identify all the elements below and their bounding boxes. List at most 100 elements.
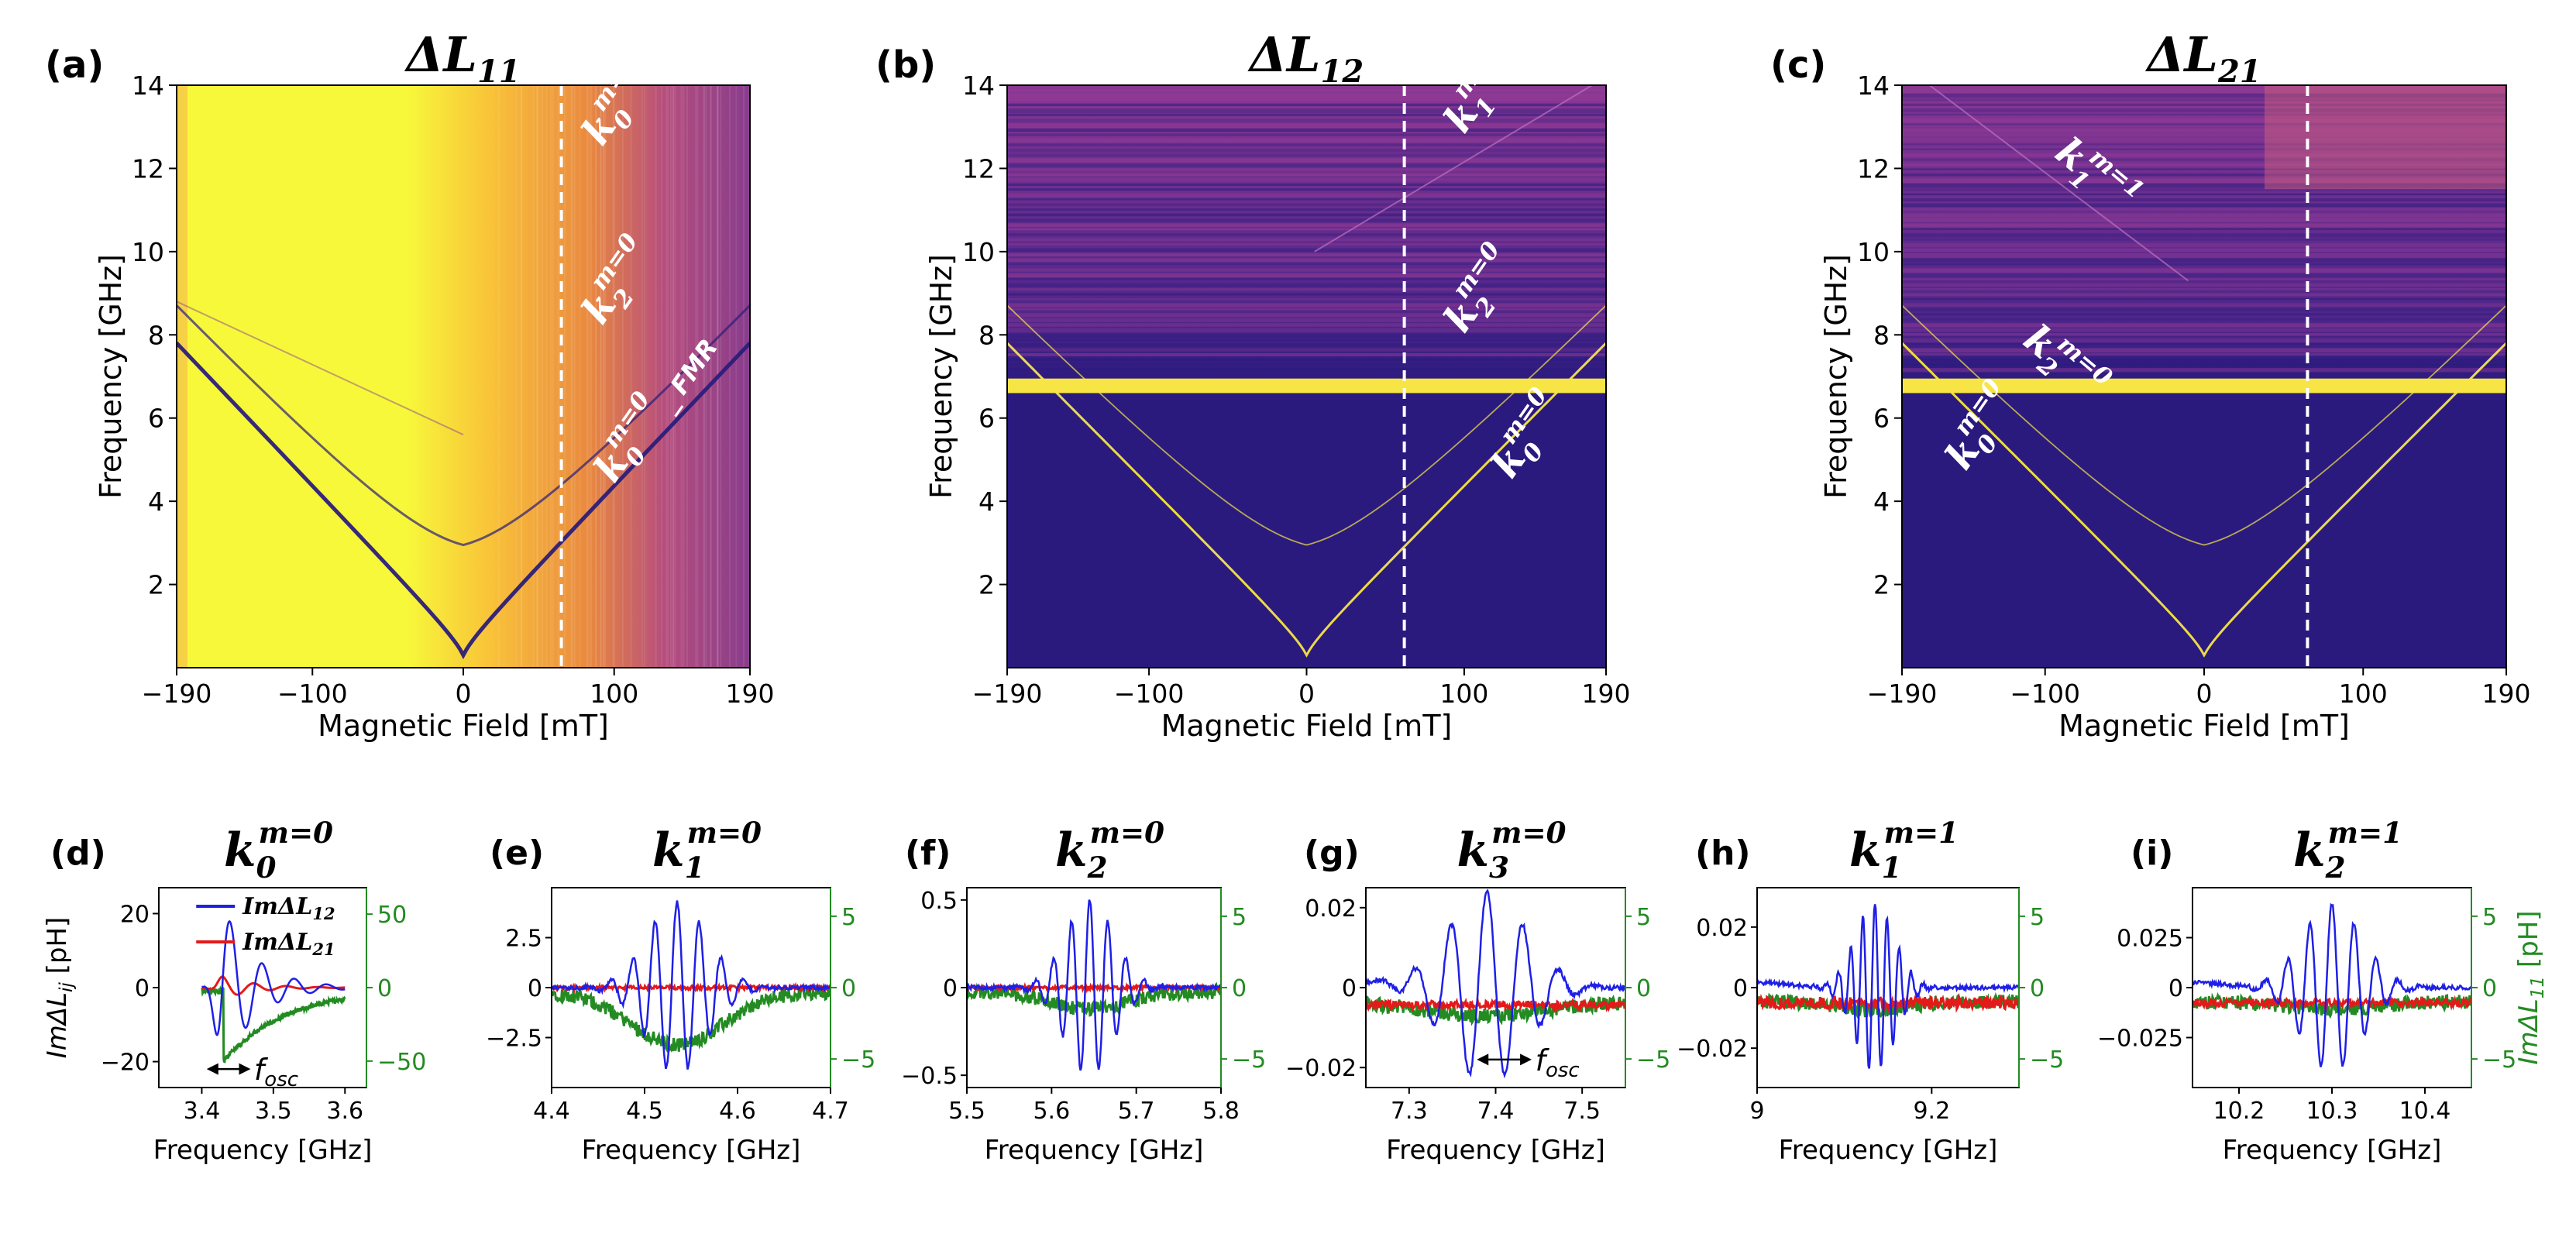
heatmap-band bbox=[1007, 368, 1606, 371]
heatmap-band bbox=[1902, 218, 2506, 223]
series-im-dl12 bbox=[552, 900, 831, 1070]
y-tick-label: 2 bbox=[978, 570, 995, 600]
heatmap-streak bbox=[665, 85, 668, 668]
panel-label: (b) bbox=[875, 43, 936, 87]
y-tick-label: 2 bbox=[148, 570, 164, 600]
heatmap-image bbox=[177, 85, 750, 668]
x-tick-label: 0 bbox=[2196, 679, 2213, 709]
heatmap-band bbox=[1902, 293, 2506, 297]
y-tick-label: 10 bbox=[1857, 237, 1890, 267]
heatmap-band bbox=[1902, 248, 2506, 253]
heatmap-band bbox=[1902, 208, 2506, 211]
y-tick-label: 6 bbox=[978, 404, 995, 434]
y-tick-label: 0.5 bbox=[920, 888, 958, 915]
series-im-dl21 bbox=[2193, 995, 2471, 1011]
dispersion-k2-m0 bbox=[1902, 304, 2506, 546]
x-tick-label: 5.7 bbox=[1118, 1098, 1155, 1125]
heatmap-band bbox=[1007, 153, 1606, 157]
heatmap-band bbox=[1902, 103, 2506, 106]
heatmap-band bbox=[1902, 158, 2506, 161]
heatmap-band bbox=[1007, 128, 1606, 132]
panel-title: k1m=1 bbox=[1849, 816, 1959, 885]
heatmap-streak bbox=[497, 85, 500, 668]
heatmap-band bbox=[1007, 258, 1606, 263]
heatmap-band bbox=[1902, 313, 2506, 316]
heatmap-band bbox=[1007, 298, 1606, 301]
heatmap-streak bbox=[743, 85, 745, 668]
x-axis-label: Magnetic Field [mT] bbox=[2058, 709, 2350, 743]
y2-tick-label: −5 bbox=[2030, 1046, 2064, 1074]
heatmap-band bbox=[1007, 303, 1606, 308]
y-tick-label: 0.02 bbox=[1305, 895, 1357, 923]
x-tick-label: 100 bbox=[1439, 679, 1488, 709]
y-tick-label: −0.5 bbox=[901, 1063, 958, 1090]
heatmap-band bbox=[1902, 148, 2506, 150]
heatmap-band bbox=[1007, 163, 1606, 168]
x-tick-label: 190 bbox=[2482, 679, 2531, 709]
heatmap-streak bbox=[532, 85, 535, 668]
heatmap-band bbox=[1007, 263, 1606, 265]
heatmap-band bbox=[1902, 333, 2506, 336]
heatmap-band bbox=[1902, 203, 2506, 208]
series-im-dl12 bbox=[1757, 904, 2019, 1069]
heatmap-band bbox=[1902, 258, 2506, 263]
x-tick-label: −100 bbox=[277, 679, 348, 709]
heatmap-band bbox=[1902, 278, 2506, 280]
heatmap-band bbox=[1902, 143, 2506, 146]
x-tick-label: 190 bbox=[1582, 679, 1631, 709]
y-tick-label: 0 bbox=[2168, 975, 2183, 1002]
heatmap-band bbox=[1902, 283, 2506, 287]
legend-label: ImΔL12 bbox=[242, 893, 335, 923]
x-tick-label: 10.3 bbox=[2306, 1098, 2358, 1125]
x-tick-label: 0 bbox=[456, 679, 472, 709]
heatmap-band bbox=[1007, 93, 1606, 98]
y-tick-label: 12 bbox=[962, 153, 995, 184]
heatmap-haze bbox=[1902, 85, 2506, 668]
x-tick-label: 4.5 bbox=[626, 1098, 663, 1125]
x-tick-label: 10.4 bbox=[2399, 1098, 2451, 1125]
heatmap-streak bbox=[674, 85, 676, 668]
heatmap-band bbox=[1007, 358, 1606, 362]
y2-tick-label: 5 bbox=[1232, 904, 1247, 931]
y-tick-label: 0 bbox=[1733, 975, 1748, 1002]
y2-tick-label: 50 bbox=[377, 902, 407, 929]
heatmap-band bbox=[1902, 358, 2506, 363]
series-im-dl21 bbox=[1757, 993, 2019, 1013]
heatmap-band bbox=[1902, 368, 2506, 373]
heatmap-streak bbox=[564, 85, 566, 668]
heatmap-band bbox=[1007, 248, 1606, 253]
y-tick-label: 8 bbox=[148, 320, 164, 350]
heatmap-streak bbox=[571, 85, 573, 668]
y-tick-label: −20 bbox=[101, 1050, 150, 1077]
heatmap-band bbox=[1007, 98, 1606, 101]
x-tick-label: 9.2 bbox=[1913, 1098, 1950, 1125]
heatmap-streak bbox=[703, 85, 705, 668]
panel-label: (g) bbox=[1304, 833, 1360, 873]
x-axis-label: Frequency [GHz] bbox=[1779, 1135, 1998, 1166]
heatmap-band bbox=[1007, 208, 1606, 211]
x-tick-label: 190 bbox=[726, 679, 775, 709]
heatmap-image bbox=[1007, 85, 1606, 668]
y-tick-label: 14 bbox=[1857, 70, 1890, 101]
y2-tick-label: −5 bbox=[2482, 1046, 2516, 1074]
heatmap-band bbox=[1902, 93, 2506, 98]
panel-label: (c) bbox=[1770, 43, 1826, 87]
x-axis-label: Frequency [GHz] bbox=[153, 1135, 373, 1166]
heatmap-band bbox=[1902, 352, 2506, 356]
series-im-dl11 bbox=[201, 984, 346, 1064]
x-tick-label: 5.5 bbox=[948, 1098, 985, 1125]
panel-title: k3m=0 bbox=[1457, 816, 1567, 885]
series-im-dl12 bbox=[967, 899, 1221, 1071]
y-tick-label: 12 bbox=[132, 153, 164, 184]
y2-tick-label: 0 bbox=[2030, 975, 2045, 1002]
dispersion-k1-m1 bbox=[1928, 85, 2189, 282]
heatmap-streak bbox=[670, 85, 672, 668]
series-group bbox=[967, 899, 1221, 1071]
heatmap-panel-a: −190 −100 0 100 190 2 4 6 8 10 12 14 Magnetic Field … bbox=[45, 26, 775, 743]
heatmap-band bbox=[1007, 168, 1606, 171]
heatmap-streak bbox=[735, 85, 738, 668]
heatmap-bright-region bbox=[2265, 85, 2506, 190]
y-tick-label: 8 bbox=[978, 320, 995, 350]
legend-label: ImΔL21 bbox=[242, 929, 335, 959]
